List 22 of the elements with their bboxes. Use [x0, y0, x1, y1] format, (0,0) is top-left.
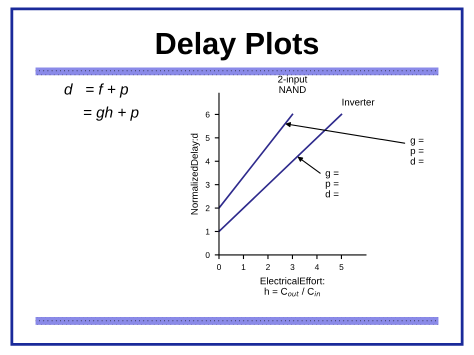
text: = gh + p: [84, 106, 139, 121]
annotation: g = p = d =: [410, 138, 424, 165]
y-tick-label: 2: [206, 205, 210, 212]
x-tick-label: 1: [242, 264, 246, 270]
x-tick-label: 5: [339, 264, 344, 270]
chart-title: Delay Plots: [156, 32, 318, 60]
y-tick-label: 4: [206, 158, 210, 164]
y-tick-label: 1: [206, 228, 210, 234]
x-tick-label: 0: [216, 264, 221, 270]
x-tick-label: 4: [314, 264, 320, 270]
y-tick-label: 0: [206, 252, 210, 258]
x-axis-title: ElectricalEffort: h = C$_{out}$ / C$_{in}$: [260, 277, 324, 296]
y-tick-label: 3: [206, 182, 210, 188]
y-axis-title: NormalizedDelay:d: [190, 134, 200, 214]
series-label: Inverter: [342, 98, 374, 106]
x-tick-label: 3: [290, 264, 294, 270]
text: 2-input NAND: [278, 75, 308, 93]
y-tick-label: 6: [206, 112, 210, 118]
text: d = f + p: [64, 83, 128, 98]
y-tick-label: 5: [206, 135, 210, 141]
x-tick-label: 2: [266, 264, 270, 270]
annotation: g = p = d =: [326, 171, 338, 198]
